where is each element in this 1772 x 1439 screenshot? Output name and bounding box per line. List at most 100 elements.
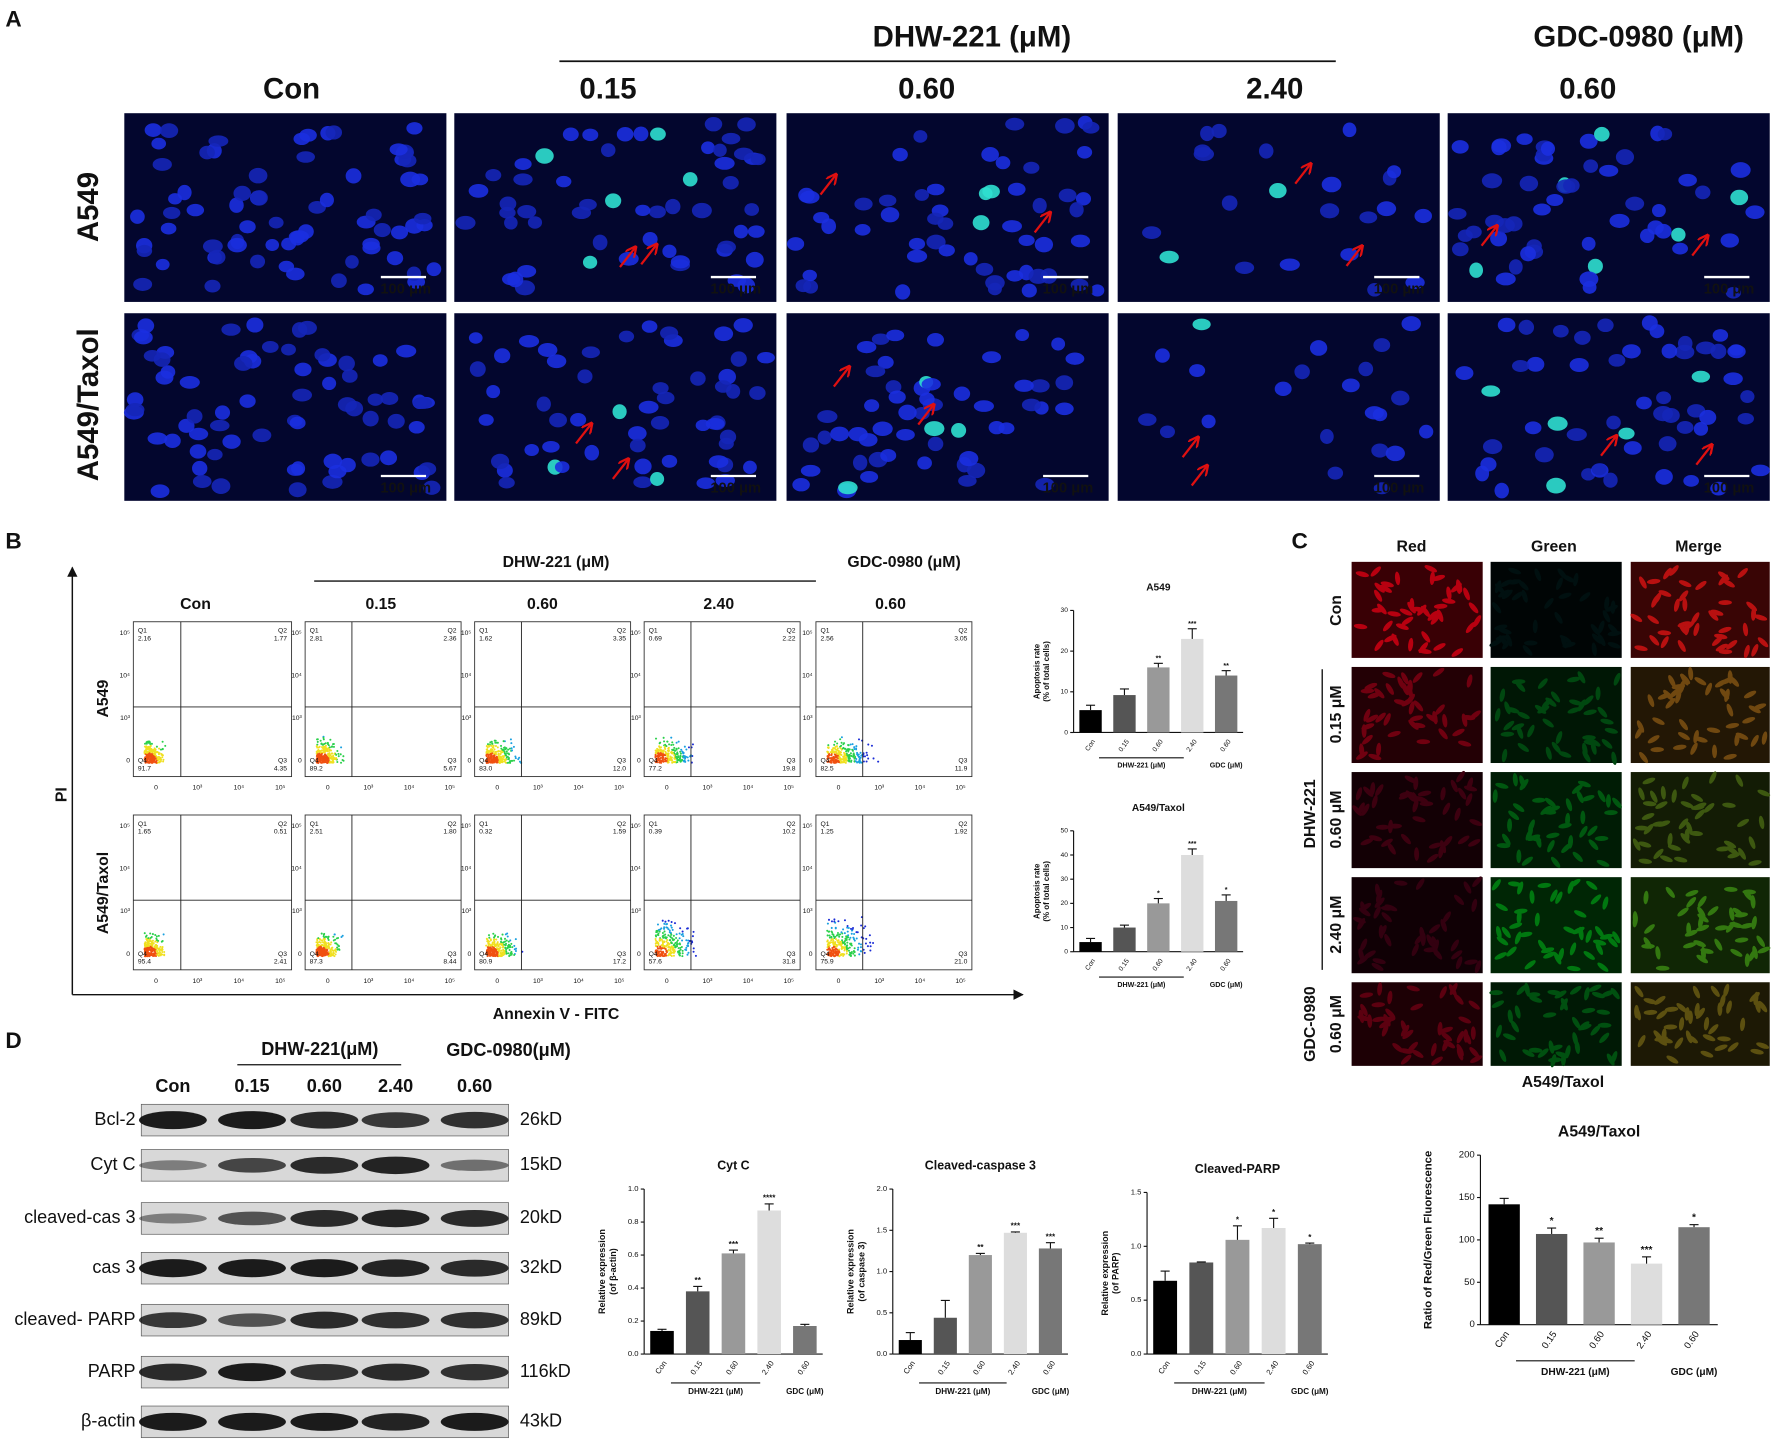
event-dot — [510, 742, 513, 745]
flow-frame — [132, 621, 293, 778]
flow-x-tick: 0 — [837, 785, 841, 792]
event-dot — [657, 752, 660, 755]
quadrant-value: 1.65 — [138, 829, 151, 836]
event-dot — [832, 950, 835, 953]
nucleus — [155, 258, 170, 271]
event-dot — [330, 941, 333, 944]
cell — [1751, 644, 1759, 657]
nucleus — [1234, 261, 1255, 274]
nucleus — [926, 333, 945, 347]
event-dot — [161, 747, 164, 750]
event-dot — [492, 936, 496, 939]
event-dot — [838, 948, 841, 951]
event-dot — [147, 746, 150, 749]
nucleus — [1658, 436, 1677, 452]
blot-band — [440, 1363, 509, 1381]
quadrant-name: Q1 — [138, 628, 147, 635]
event-dot — [661, 753, 664, 756]
event-dot — [151, 941, 154, 944]
event-dot — [154, 940, 157, 943]
event-dot — [867, 743, 870, 746]
nucleus — [1341, 378, 1360, 393]
event-dot — [487, 934, 491, 937]
x-tick-label: 0.60 — [1682, 1329, 1702, 1351]
event-dot — [145, 951, 148, 954]
event-dot — [144, 947, 147, 950]
nucleus — [1540, 141, 1556, 156]
quadrant-value: 11.9 — [955, 765, 968, 772]
nucleus — [1155, 348, 1170, 363]
event-dot — [830, 930, 833, 933]
event-dot — [850, 950, 853, 954]
flow-y-tick: 0 — [126, 758, 130, 765]
event-dot — [512, 745, 515, 748]
event-dot — [680, 945, 683, 949]
nucleus — [787, 237, 805, 251]
event-dot — [329, 953, 332, 956]
nucleus — [1021, 398, 1041, 412]
quadrant-value: 91.7 — [138, 765, 151, 772]
event-dot — [838, 751, 841, 754]
nucleus — [926, 183, 945, 196]
event-dot — [323, 745, 327, 748]
event-dot — [681, 952, 684, 955]
event-dot — [486, 955, 489, 958]
event-dot — [486, 746, 489, 749]
event-dot — [497, 948, 500, 951]
event-dot — [694, 954, 697, 957]
nucleus — [1320, 429, 1334, 444]
event-dot — [503, 752, 506, 755]
event-dot — [677, 747, 680, 750]
nucleus — [1058, 188, 1077, 203]
jc1-bg — [1630, 561, 1770, 658]
column-label: Con — [263, 72, 320, 105]
event-dot — [685, 946, 688, 949]
event-dot — [322, 949, 325, 952]
nucleus — [1636, 396, 1652, 410]
event-dot — [663, 922, 666, 925]
event-dot — [317, 937, 320, 940]
y-tick-label: 0.5 — [1131, 1295, 1142, 1304]
micrograph-bg — [786, 113, 1109, 302]
nucleus — [542, 440, 560, 453]
arrow — [640, 244, 657, 266]
cell — [1646, 578, 1661, 585]
nucleus — [536, 396, 551, 412]
nucleus — [917, 456, 932, 470]
nucleus — [1075, 192, 1092, 206]
event-dot — [160, 949, 164, 952]
event-dot — [860, 936, 863, 939]
x-tick-label: 0.60 — [796, 1359, 812, 1376]
y-axis-title: (of PARP) — [1111, 1253, 1121, 1294]
nucleus — [133, 277, 153, 291]
bar — [1583, 1242, 1615, 1325]
flow-x-tick: 10³ — [874, 785, 885, 792]
cell — [1489, 639, 1502, 647]
jc1-image — [1630, 561, 1770, 659]
event-dot — [497, 944, 500, 947]
micrograph-bg — [1117, 313, 1440, 501]
flow-y-tick: 10⁵ — [291, 823, 302, 830]
nucleus — [878, 194, 897, 207]
nucleus — [1082, 121, 1100, 134]
event-dot — [491, 760, 494, 763]
event-dot — [663, 740, 666, 743]
event-dot — [508, 948, 511, 952]
event-dot — [840, 741, 843, 744]
jc1-image — [1351, 770, 1483, 869]
event-dot — [671, 928, 674, 931]
event-dot — [504, 946, 507, 949]
event-dot — [831, 938, 834, 941]
blot-band — [361, 1112, 430, 1129]
nucleus — [265, 239, 280, 251]
jc1-image — [1490, 772, 1622, 869]
event-dot — [149, 936, 152, 939]
cell — [1678, 590, 1689, 602]
nucleus — [1002, 220, 1022, 233]
flow-y-tick: 10⁴ — [120, 866, 131, 873]
event-dot — [486, 948, 489, 951]
event-dot — [672, 934, 675, 937]
event-dot — [337, 945, 340, 948]
event-dot — [670, 750, 673, 753]
